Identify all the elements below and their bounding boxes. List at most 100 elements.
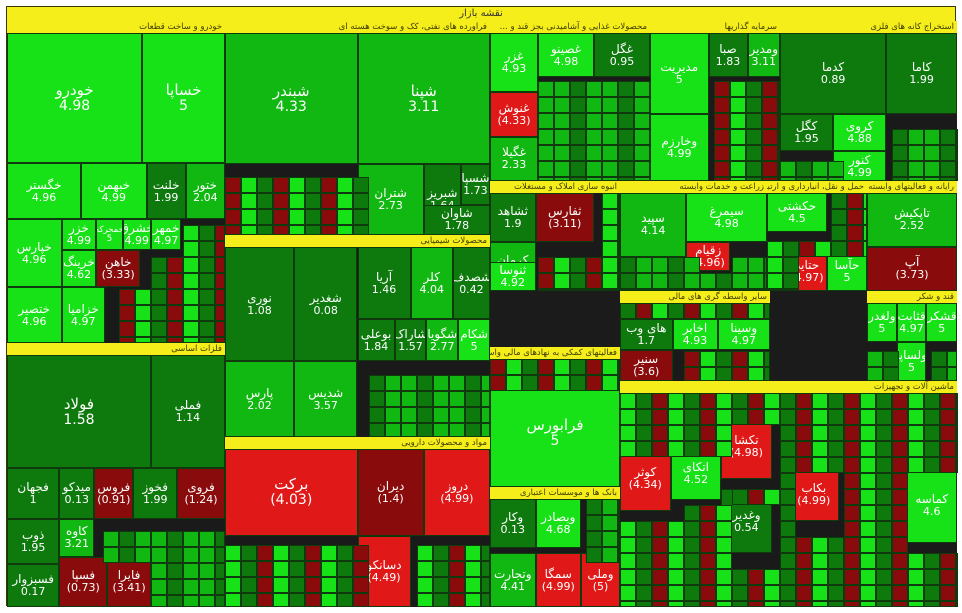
filler-cell: [618, 225, 620, 241]
tile-کماسه[interactable]: کماسه 4.6: [906, 467, 957, 543]
tile-symbol: شدیس: [308, 385, 344, 400]
tile-دیران[interactable]: دیران (1.4): [357, 449, 424, 536]
tile-سیمرغ[interactable]: سیمرغ 4.98: [686, 193, 767, 242]
tile-شسپا[interactable]: شسپا 1.73: [460, 164, 490, 205]
tile-قشکر[interactable]: قشکر 5: [926, 303, 957, 342]
tile-خمحرکه[interactable]: خمحرکه 5: [96, 219, 123, 250]
tile-شپنا[interactable]: شپنا 3.11: [357, 33, 490, 165]
tile-غگیلا[interactable]: غگیلا 2.33: [490, 136, 538, 181]
tile-وتجارت[interactable]: وتجارت 4.41: [490, 553, 536, 607]
tile-فروس[interactable]: فروس (0.91): [94, 468, 134, 519]
filler-cell: [684, 273, 700, 289]
tile-change: (4.03): [270, 492, 313, 509]
tile-change: 1.08: [247, 303, 272, 317]
tile-شگویا[interactable]: شگویا 2.77: [426, 319, 459, 361]
tile-وکار[interactable]: وکار 0.13: [490, 499, 536, 548]
tile-حکشتی[interactable]: حکشتی 4.5: [767, 193, 827, 233]
tile-تاپکیش[interactable]: تاپکیش 2.52: [867, 193, 957, 247]
tile-های وب[interactable]: های وب 1.7: [620, 318, 673, 350]
tile-خمهر[interactable]: خمهر 4.97: [150, 219, 182, 250]
tile-غزر[interactable]: غزر 4.93: [490, 33, 538, 93]
tile-مدیریت[interactable]: مدیریت 5: [650, 33, 709, 115]
tile-میدکو[interactable]: میدکو 0.13: [59, 468, 95, 519]
tile-شغدیر[interactable]: شغدیر 0.08: [293, 247, 358, 361]
tile-سنیر[interactable]: سنیر (3.6): [620, 349, 673, 381]
tile-خرینگ[interactable]: خرینگ 4.62: [61, 250, 97, 288]
tile-قثابت[interactable]: قثابت 4.97: [896, 303, 927, 342]
tile-غصینو[interactable]: غصینو 4.98: [538, 33, 594, 78]
filler-cell: [716, 425, 732, 441]
tile-خاهن[interactable]: خاهن (3.33): [96, 250, 140, 288]
tile-خساپا[interactable]: خساپا 5: [142, 33, 225, 164]
tile-اخابر[interactable]: اخابر 4.93: [672, 318, 718, 350]
tile-کلر[interactable]: کلر 4.04: [410, 247, 453, 320]
tile-ومدیر[interactable]: ومدیر 3.11: [747, 33, 780, 78]
tile-شکام[interactable]: شکام 5: [458, 319, 490, 361]
tile-سمگا[interactable]: سمگا (4.99): [535, 553, 581, 607]
filler-cell: [908, 145, 924, 161]
filler-cell: [860, 537, 876, 553]
tile-برکت[interactable]: برکت (4.03): [225, 449, 358, 536]
tile-خودرو[interactable]: خودرو 4.98: [7, 33, 143, 164]
tile-ختصیر[interactable]: ختصیر 4.96: [7, 287, 62, 343]
tile-فرابورس[interactable]: فرابورس 5: [490, 378, 620, 487]
tile-غگل[interactable]: غگل 0.95: [594, 33, 650, 78]
tile-کاما[interactable]: کاما 1.99: [886, 33, 957, 115]
tile-شبندر[interactable]: شبندر 4.33: [225, 33, 358, 165]
tile-شصدف[interactable]: شصدف 0.42: [452, 247, 490, 320]
tile-بکاب[interactable]: بکاب (4.99): [788, 467, 840, 522]
tile-شاوان[interactable]: شاوان 1.78: [423, 204, 490, 235]
tile-خزر[interactable]: خزر 4.99: [61, 219, 97, 250]
filler-cell: [554, 129, 570, 145]
tile-بوعلی[interactable]: بوعلی 1.84: [357, 319, 395, 361]
filler-cell: [844, 521, 860, 537]
tile-فولاد[interactable]: فولاد 1.58: [7, 355, 151, 469]
tile-خبهمن[interactable]: خبهمن 4.99: [81, 163, 147, 219]
filler-cell: [119, 337, 135, 343]
tile-خزامیا[interactable]: خزامیا 4.97: [61, 287, 106, 343]
tile-فجهان[interactable]: فجهان 1: [7, 468, 60, 519]
tile-ولساپا[interactable]: ولساپا 5: [896, 342, 927, 381]
tile-حآسا[interactable]: حآسا 5: [827, 251, 867, 291]
tile-وخارزم[interactable]: وخارزم 4.99: [650, 114, 709, 181]
tile-ثنوسا[interactable]: ثنوسا 4.92: [490, 261, 536, 291]
tile-آریا[interactable]: آریا 1.46: [357, 247, 411, 320]
filler-cell: [714, 177, 730, 181]
filler-cell: [684, 393, 700, 409]
tile-فخوز[interactable]: فخوز 1.99: [133, 468, 178, 519]
tile-فسپا[interactable]: فسپا (0.73): [59, 556, 108, 607]
tile-کاوه[interactable]: کاوه 3.21: [59, 518, 95, 557]
tile-فروی[interactable]: فروی (1.24): [177, 468, 225, 519]
tile-ولغدر[interactable]: ولغدر 5: [867, 303, 897, 342]
tile-فسبزوار[interactable]: فسبزوار 0.17: [7, 564, 60, 607]
tile-سپید[interactable]: سپید 4.14: [620, 193, 687, 257]
tile-کوثر[interactable]: کوثر (4.34): [620, 446, 671, 511]
filler-cell: [892, 537, 908, 553]
filler-cell: [433, 423, 449, 437]
tile-ذوب[interactable]: ذوب 1.95: [7, 518, 60, 565]
tile-آپ[interactable]: آپ (3.73): [867, 246, 957, 291]
tile-دروز[interactable]: دروز (4.99): [423, 449, 490, 536]
tile-کدما[interactable]: کدما 0.89: [780, 33, 887, 115]
tile-نوری[interactable]: نوری 1.08: [225, 247, 294, 361]
tile-وبصادر[interactable]: وبصادر 4.68: [535, 499, 581, 548]
tile-کروی[interactable]: کروی 4.88: [833, 114, 887, 152]
tile-خگستر[interactable]: خگستر 4.96: [7, 163, 82, 219]
tile-خلنت[interactable]: خلنت 1.99: [146, 163, 186, 219]
tile-ثفارس[interactable]: ثفارس (3.11): [535, 193, 594, 242]
tile-فایرا[interactable]: فایرا (3.41): [107, 556, 151, 607]
filler-cell: [892, 585, 908, 601]
tile-ختور[interactable]: ختور 2.04: [185, 163, 225, 219]
tile-ثشاهد[interactable]: ثشاهد 1.9: [490, 193, 536, 242]
tile-فملی[interactable]: فملی 1.14: [150, 355, 225, 469]
tile-خشرق[interactable]: خشرق4.99: [122, 219, 151, 250]
tile-خپارس[interactable]: خپارس 4.96: [7, 219, 62, 288]
tile-وسینا[interactable]: وسینا 4.97: [717, 318, 770, 350]
tile-symbol: شبریز: [427, 186, 458, 201]
tile-شاراک[interactable]: شاراک 1.57: [394, 319, 427, 361]
tile-شدیس[interactable]: شدیس 3.57: [293, 361, 358, 437]
tile-صبا[interactable]: صبا 1.83: [708, 33, 748, 78]
tile-پارس[interactable]: پارس 2.02: [225, 361, 294, 437]
tile-کگل[interactable]: کگل 1.95: [780, 114, 834, 152]
tile-غنوش[interactable]: غنوش (4.33): [490, 92, 538, 137]
